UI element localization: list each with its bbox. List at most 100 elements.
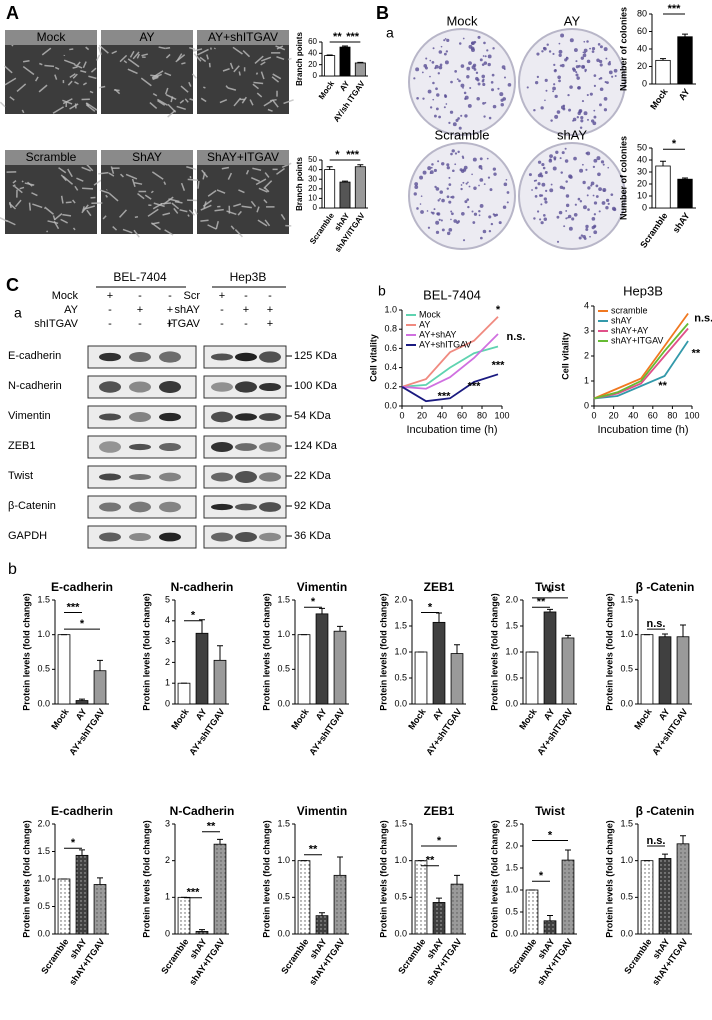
colony [580, 234, 584, 237]
condition-sign: + [219, 290, 225, 302]
colony [564, 159, 569, 163]
micrograph-texture [67, 80, 73, 86]
colony [574, 203, 577, 206]
error-bar [97, 659, 103, 671]
colony [599, 103, 602, 107]
image-label: AY [139, 30, 154, 44]
colony [541, 50, 544, 53]
y-tick-label: 2.0 [505, 594, 518, 604]
y-axis-label: Protein levels (fold change) [604, 820, 614, 938]
y-tick-label: 10 [308, 194, 317, 203]
y-tick-label: 0.5 [37, 664, 50, 674]
colony [434, 185, 437, 189]
micrograph-texture [63, 59, 76, 65]
label-strip [197, 30, 289, 45]
micrograph-texture [44, 206, 54, 215]
colony [575, 73, 579, 77]
colony [610, 193, 614, 197]
colony [593, 115, 597, 119]
colony [544, 99, 546, 102]
colony [555, 150, 559, 154]
colony [450, 80, 453, 84]
error-bar [662, 633, 668, 637]
micrograph-texture [60, 218, 68, 224]
panel-label: A [6, 3, 19, 23]
micrograph-texture [85, 104, 96, 112]
blot-band [99, 413, 121, 421]
x-tick-label: Mock [517, 706, 539, 731]
y-axis-label: Protein levels (fold change) [378, 820, 388, 938]
micrograph-texture [47, 220, 59, 225]
significance-label: *** [668, 3, 682, 15]
colony [541, 182, 546, 187]
bar [177, 896, 191, 935]
colony [558, 210, 563, 215]
legend-label: AY+shAY [419, 329, 456, 339]
y-tick-label: 0.5 [620, 892, 633, 902]
micrograph-texture [19, 186, 25, 190]
micrograph-texture [80, 70, 87, 74]
condition-sign: - [268, 290, 272, 302]
condition-sign: - [108, 318, 112, 330]
colony [579, 168, 584, 173]
colony [435, 87, 438, 91]
error-bar [660, 58, 666, 61]
y-tick-label: 1.0 [277, 855, 290, 865]
protein-size: 92 KDa [294, 500, 332, 512]
micrograph-texture [141, 53, 148, 57]
y-tick-label: 50 [308, 155, 317, 164]
legend-label: shAY [611, 315, 632, 325]
colony [607, 202, 610, 205]
colony [464, 114, 468, 118]
colony [583, 237, 587, 240]
blot-band [259, 532, 281, 542]
colony [492, 104, 497, 109]
x-tick-label: Scramble [622, 937, 653, 976]
y-tick-label: 1.0 [394, 646, 407, 656]
colony [599, 63, 603, 67]
y-tick-label: 40 [308, 48, 317, 57]
colony [443, 39, 446, 42]
significance-label: * [548, 829, 553, 841]
micrograph-texture [167, 103, 177, 113]
colony [582, 180, 586, 185]
y-tick-label: 0.5 [277, 664, 290, 674]
micrograph-texture [134, 181, 143, 185]
colony [463, 91, 467, 95]
error-bar [682, 177, 688, 180]
colony [572, 68, 577, 72]
micrograph-texture [261, 56, 272, 62]
colony [552, 90, 555, 93]
colony [462, 87, 464, 89]
micrograph-texture [129, 50, 135, 58]
micrograph-texture [179, 209, 188, 213]
x-tick-label: AY [74, 707, 89, 722]
dish [408, 142, 516, 250]
micrograph-texture [252, 167, 262, 171]
colony [499, 92, 504, 97]
x-tick-label: 20 [417, 410, 427, 420]
x-tick-label: 100 [684, 410, 699, 420]
colony [537, 160, 542, 164]
colony [597, 43, 601, 46]
micrograph-texture [264, 172, 270, 178]
sub-label: a [14, 305, 22, 321]
colony [419, 175, 424, 180]
micrograph-texture [4, 77, 17, 86]
colony [472, 221, 476, 224]
y-tick-label: 0.8 [384, 324, 397, 334]
blot-band [235, 503, 257, 511]
y-tick-label: 1.5 [394, 620, 407, 630]
colony [471, 65, 476, 70]
error-bar [199, 619, 205, 634]
colony [450, 196, 453, 199]
y-tick-label: 1.0 [620, 855, 633, 865]
colony [569, 38, 574, 43]
significance-label: * [437, 835, 442, 847]
error-bar [217, 645, 223, 661]
blot-band [211, 503, 233, 511]
micrograph-texture [163, 181, 167, 186]
y-tick-label: 1.0 [620, 629, 633, 639]
y-axis-label: Protein levels (fold change) [141, 820, 151, 938]
micrograph-texture [180, 85, 189, 93]
